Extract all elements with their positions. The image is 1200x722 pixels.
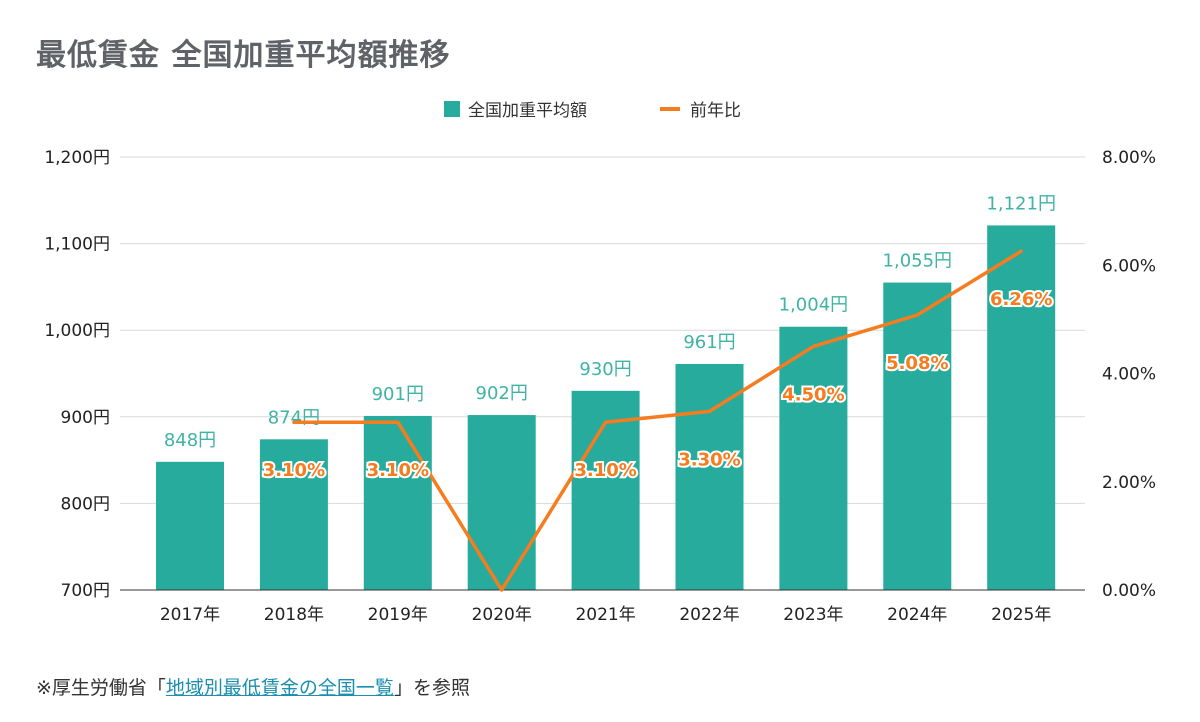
y-right-tick-label: 6.00% xyxy=(1102,256,1156,276)
legend-bar-swatch xyxy=(444,101,460,117)
line-value-label: 3.10% xyxy=(263,460,325,481)
bar-value-label: 848円 xyxy=(164,430,216,451)
bar-value-label: 961円 xyxy=(683,332,735,353)
source-note-suffix: 」を参照 xyxy=(393,677,470,699)
y-left-tick-label: 1,200円 xyxy=(44,148,110,168)
x-tick-label: 2024年 xyxy=(887,605,947,625)
bar-value-label: 930円 xyxy=(579,359,631,380)
bar-value-label: 901円 xyxy=(372,384,424,405)
bar-value-label: 1,055円 xyxy=(883,251,953,272)
x-tick-label: 2021年 xyxy=(575,605,635,625)
line-value-label: 3.10% xyxy=(367,460,429,481)
source-note: ※厚生労働省「地域別最低賃金の全国一覧」を参照 xyxy=(36,673,470,700)
source-link[interactable]: 地域別最低賃金の全国一覧 xyxy=(165,677,394,699)
x-tick-label: 2019年 xyxy=(368,605,428,625)
line-value-label: 4.50% xyxy=(782,384,844,405)
x-tick-label: 2023年 xyxy=(783,605,843,625)
y-left-tick-label: 1,000円 xyxy=(44,321,110,341)
y-right-tick-label: 2.00% xyxy=(1102,473,1156,493)
bar xyxy=(779,326,848,590)
bar xyxy=(987,225,1056,590)
bar xyxy=(883,282,952,590)
x-tick-label: 2025年 xyxy=(991,605,1051,625)
x-tick-label: 2017年 xyxy=(160,605,220,625)
bar-value-label: 874円 xyxy=(268,407,320,428)
y-right-tick-label: 4.00% xyxy=(1102,365,1156,385)
y-right-tick-label: 8.00% xyxy=(1102,148,1156,168)
bar-value-label: 902円 xyxy=(476,383,528,404)
legend-line-label: 前年比 xyxy=(690,101,741,121)
x-tick-label: 2022年 xyxy=(679,605,739,625)
bar xyxy=(156,461,224,590)
x-tick-label: 2020年 xyxy=(472,605,532,625)
line-series-path xyxy=(292,249,1023,592)
bar xyxy=(259,439,328,590)
y-left-tick-label: 900円 xyxy=(61,408,110,428)
line-value-label: 6.26% xyxy=(990,289,1052,310)
y-left-tick-label: 700円 xyxy=(61,581,110,601)
line-value-label: 3.30% xyxy=(678,449,740,470)
y-right-tick-label: 0.00% xyxy=(1102,581,1156,601)
chart-title: 最低賃金 全国加重平均額推移 xyxy=(36,38,451,73)
bar xyxy=(363,415,432,590)
bar-value-label: 1,121円 xyxy=(986,193,1056,214)
legend: 全国加重平均額 前年比 xyxy=(444,101,741,121)
line-value-label: 3.10% xyxy=(574,460,636,481)
y-left-tick-label: 1,100円 xyxy=(44,235,110,255)
bar xyxy=(675,363,744,590)
bar xyxy=(467,415,536,590)
x-tick-label: 2018年 xyxy=(264,605,324,625)
line-value-label: 5.08% xyxy=(886,353,948,374)
y-left-tick-label: 800円 xyxy=(61,494,110,514)
bar-value-label: 1,004円 xyxy=(779,295,849,316)
source-note-prefix: ※厚生労働省「 xyxy=(36,677,166,699)
legend-bar-label: 全国加重平均額 xyxy=(468,101,587,121)
